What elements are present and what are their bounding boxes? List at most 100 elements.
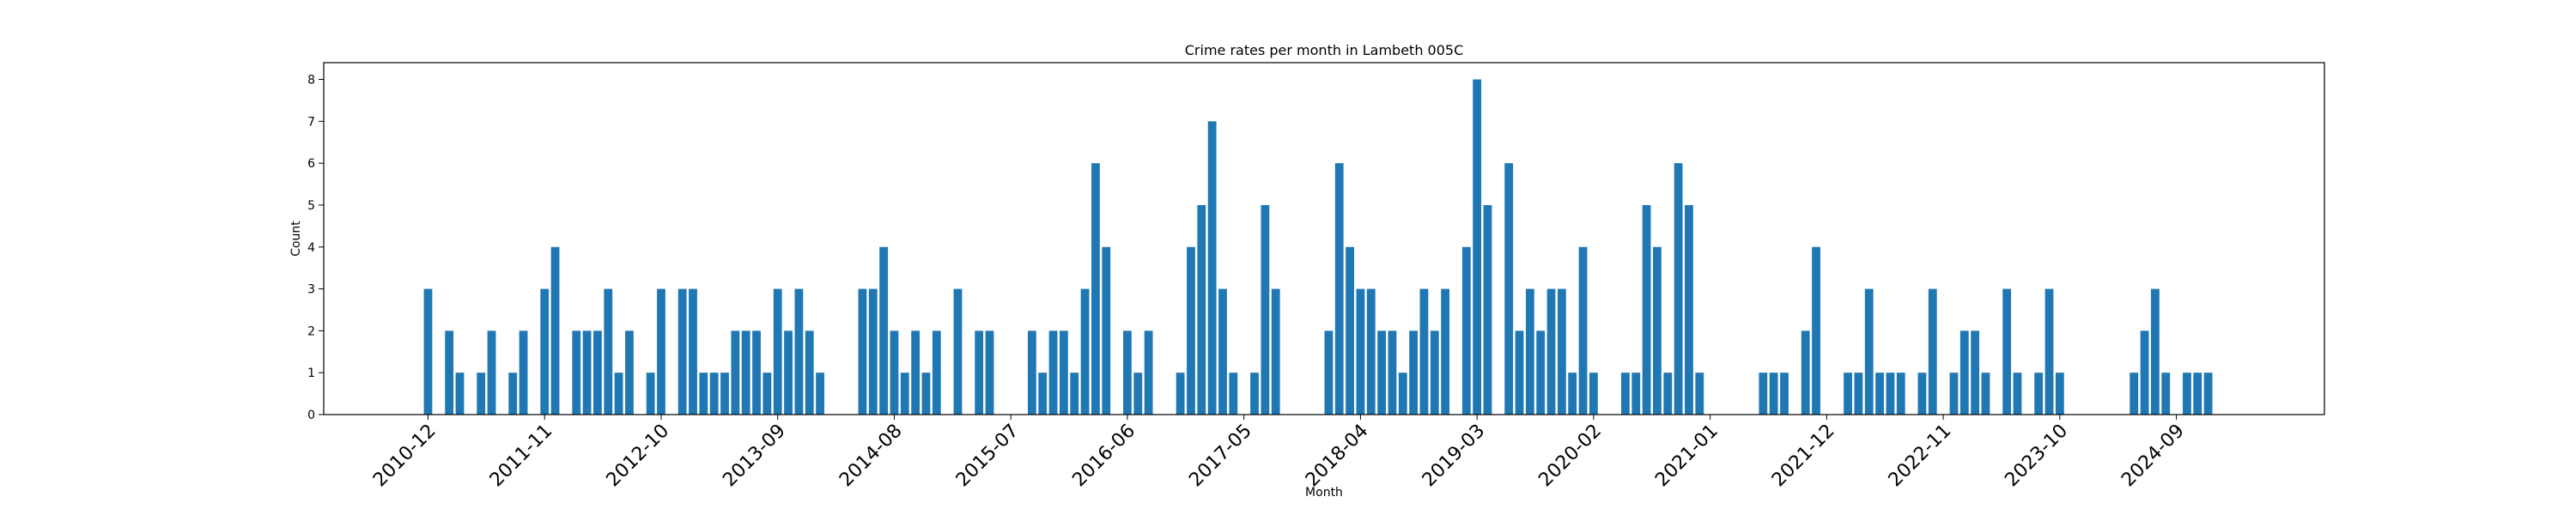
bar-2014-01 bbox=[816, 373, 824, 415]
bar-2022-12 bbox=[1949, 373, 1959, 415]
bar-2016-12 bbox=[1187, 246, 1195, 415]
bar-2012-12 bbox=[677, 288, 687, 415]
bar-2011-05 bbox=[477, 373, 486, 415]
y-tick-label: 6 bbox=[307, 157, 315, 171]
bar-2019-09 bbox=[1536, 330, 1546, 415]
bar-2016-02 bbox=[1080, 288, 1090, 415]
bar-2015-02 bbox=[953, 288, 963, 415]
bar-2018-01 bbox=[1324, 330, 1334, 415]
bar-2015-10 bbox=[1038, 373, 1048, 415]
bar-2020-09 bbox=[1663, 373, 1673, 415]
bar-2021-07 bbox=[1769, 373, 1778, 415]
bar-2024-05 bbox=[2129, 373, 2139, 415]
bar-2019-04 bbox=[1483, 204, 1492, 415]
bar-2013-02 bbox=[699, 373, 708, 415]
bar-2019-12 bbox=[1568, 373, 1577, 415]
bar-2016-11 bbox=[1176, 373, 1185, 415]
bar-2014-11 bbox=[921, 373, 931, 415]
bar-2020-08 bbox=[1653, 246, 1662, 415]
bar-2018-10 bbox=[1419, 288, 1429, 415]
bar-2013-03 bbox=[709, 373, 719, 415]
bar-2024-07 bbox=[2151, 288, 2160, 415]
bar-2012-04 bbox=[593, 330, 602, 415]
bar-2013-04 bbox=[720, 373, 729, 415]
bar-2022-10 bbox=[1928, 288, 1937, 415]
bar-2023-01 bbox=[1959, 330, 1969, 415]
y-tick-label: 4 bbox=[307, 241, 315, 255]
y-tick-label: 8 bbox=[307, 74, 315, 88]
bar-2013-09 bbox=[773, 288, 782, 415]
bar-2016-04 bbox=[1102, 246, 1111, 415]
x-tick-label: 2013-09 bbox=[719, 421, 790, 492]
bar-2020-02 bbox=[1589, 373, 1598, 415]
bar-2013-10 bbox=[784, 330, 793, 415]
x-tick-label: 2016-06 bbox=[1068, 421, 1139, 492]
x-tick-label: 2023-10 bbox=[2001, 421, 2072, 492]
bar-2022-05 bbox=[1875, 373, 1884, 415]
bar-2013-05 bbox=[731, 330, 740, 415]
bar-2015-09 bbox=[1027, 330, 1036, 415]
bar-2017-08 bbox=[1271, 288, 1280, 415]
bar-2013-06 bbox=[741, 330, 750, 415]
bar-2023-10 bbox=[2055, 373, 2064, 415]
x-tick-label: 2019-03 bbox=[1419, 421, 1490, 492]
bar-2019-11 bbox=[1557, 288, 1566, 415]
bar-2022-02 bbox=[1844, 373, 1852, 415]
y-tick-label: 7 bbox=[307, 115, 315, 129]
x-tick-label: 2014-08 bbox=[835, 421, 907, 492]
bar-2013-01 bbox=[689, 288, 697, 415]
bar-2018-03 bbox=[1346, 246, 1354, 415]
bar-2018-02 bbox=[1334, 163, 1344, 415]
x-tick-label: 2015-07 bbox=[952, 421, 1024, 492]
bar-2012-06 bbox=[614, 373, 623, 415]
bar-2018-12 bbox=[1441, 288, 1450, 415]
bar-2021-06 bbox=[1759, 373, 1768, 415]
bar-2012-02 bbox=[572, 330, 581, 415]
bar-2017-04 bbox=[1229, 373, 1238, 415]
bar-2020-05 bbox=[1621, 373, 1630, 415]
bar-2023-08 bbox=[2034, 373, 2044, 415]
bar-2024-12 bbox=[2203, 373, 2213, 415]
bar-2014-06 bbox=[868, 288, 878, 415]
bar-2024-11 bbox=[2193, 373, 2202, 415]
bar-2016-01 bbox=[1070, 373, 1079, 415]
bar-2012-09 bbox=[646, 373, 655, 415]
bar-2018-07 bbox=[1388, 330, 1397, 415]
bar-2017-02 bbox=[1207, 121, 1217, 415]
y-axis: 0 1 2 3 4 5 6 7 8 bbox=[307, 74, 324, 422]
bar-2018-08 bbox=[1398, 373, 1407, 415]
bar-2012-07 bbox=[625, 330, 634, 415]
bar-2019-07 bbox=[1515, 330, 1524, 415]
bar-2013-08 bbox=[762, 373, 772, 415]
bar-2020-12 bbox=[1695, 373, 1704, 415]
bar-2022-06 bbox=[1886, 373, 1895, 415]
bar-2020-06 bbox=[1631, 373, 1641, 415]
bar-2018-06 bbox=[1377, 330, 1386, 415]
bar-2011-06 bbox=[487, 330, 496, 415]
bar-2014-05 bbox=[858, 288, 867, 415]
bar-2018-04 bbox=[1356, 288, 1365, 415]
bar-2020-11 bbox=[1685, 204, 1693, 415]
bar-2022-09 bbox=[1917, 373, 1927, 415]
bar-2011-03 bbox=[455, 373, 465, 415]
bar-2020-10 bbox=[1674, 163, 1683, 415]
x-axis: 2010-12 2011-11 2012-10 2013-09 2014-08 2015-… bbox=[369, 415, 2189, 491]
bar-2023-05 bbox=[2002, 288, 2012, 415]
bar-2016-06 bbox=[1123, 330, 1132, 415]
bar-2018-11 bbox=[1430, 330, 1439, 415]
bar-2023-06 bbox=[2013, 373, 2022, 415]
bar-2015-12 bbox=[1060, 330, 1068, 415]
bar-2011-08 bbox=[508, 373, 518, 415]
bar-2015-04 bbox=[975, 330, 984, 415]
bar-2019-03 bbox=[1473, 79, 1482, 415]
bar-2014-08 bbox=[890, 330, 899, 415]
bar-2024-08 bbox=[2161, 373, 2171, 415]
bar-2016-07 bbox=[1133, 373, 1143, 415]
bar-2020-01 bbox=[1578, 246, 1588, 415]
bar-2017-01 bbox=[1197, 204, 1206, 415]
bar-2022-04 bbox=[1864, 288, 1874, 415]
bar-2023-03 bbox=[1981, 373, 1990, 415]
bar-2022-07 bbox=[1896, 373, 1905, 415]
plot-frame bbox=[323, 62, 2325, 415]
bar-2011-11 bbox=[540, 288, 550, 415]
